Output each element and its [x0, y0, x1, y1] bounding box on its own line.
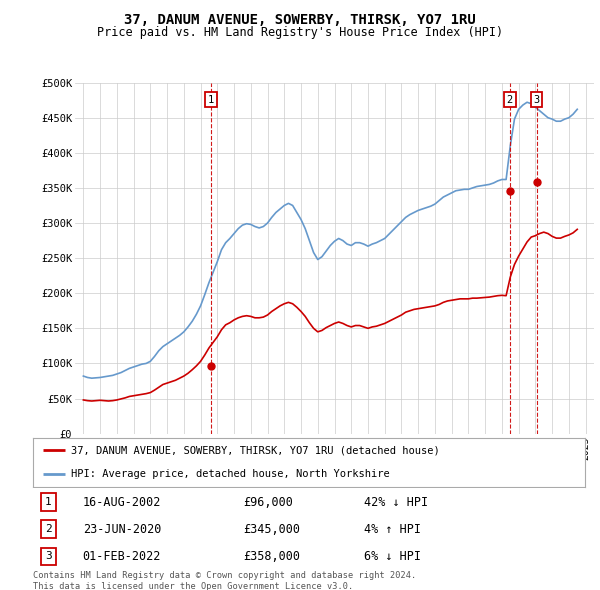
- Text: Contains HM Land Registry data © Crown copyright and database right 2024.
This d: Contains HM Land Registry data © Crown c…: [33, 571, 416, 590]
- Text: £358,000: £358,000: [243, 550, 300, 563]
- Text: £96,000: £96,000: [243, 496, 293, 509]
- Text: 23-JUN-2020: 23-JUN-2020: [83, 523, 161, 536]
- Text: 1: 1: [45, 497, 52, 507]
- Text: 3: 3: [45, 552, 52, 562]
- Text: 3: 3: [533, 95, 540, 105]
- Text: 2: 2: [45, 525, 52, 535]
- Text: HPI: Average price, detached house, North Yorkshire: HPI: Average price, detached house, Nort…: [71, 468, 389, 478]
- Text: 6% ↓ HPI: 6% ↓ HPI: [364, 550, 421, 563]
- Text: 37, DANUM AVENUE, SOWERBY, THIRSK, YO7 1RU: 37, DANUM AVENUE, SOWERBY, THIRSK, YO7 1…: [124, 13, 476, 27]
- Text: £345,000: £345,000: [243, 523, 300, 536]
- Text: 2: 2: [506, 95, 513, 105]
- Text: Price paid vs. HM Land Registry's House Price Index (HPI): Price paid vs. HM Land Registry's House …: [97, 26, 503, 39]
- Text: 16-AUG-2002: 16-AUG-2002: [83, 496, 161, 509]
- Text: 1: 1: [208, 95, 214, 105]
- Text: 42% ↓ HPI: 42% ↓ HPI: [364, 496, 428, 509]
- Text: 01-FEB-2022: 01-FEB-2022: [83, 550, 161, 563]
- Text: 4% ↑ HPI: 4% ↑ HPI: [364, 523, 421, 536]
- Text: 37, DANUM AVENUE, SOWERBY, THIRSK, YO7 1RU (detached house): 37, DANUM AVENUE, SOWERBY, THIRSK, YO7 1…: [71, 445, 439, 455]
